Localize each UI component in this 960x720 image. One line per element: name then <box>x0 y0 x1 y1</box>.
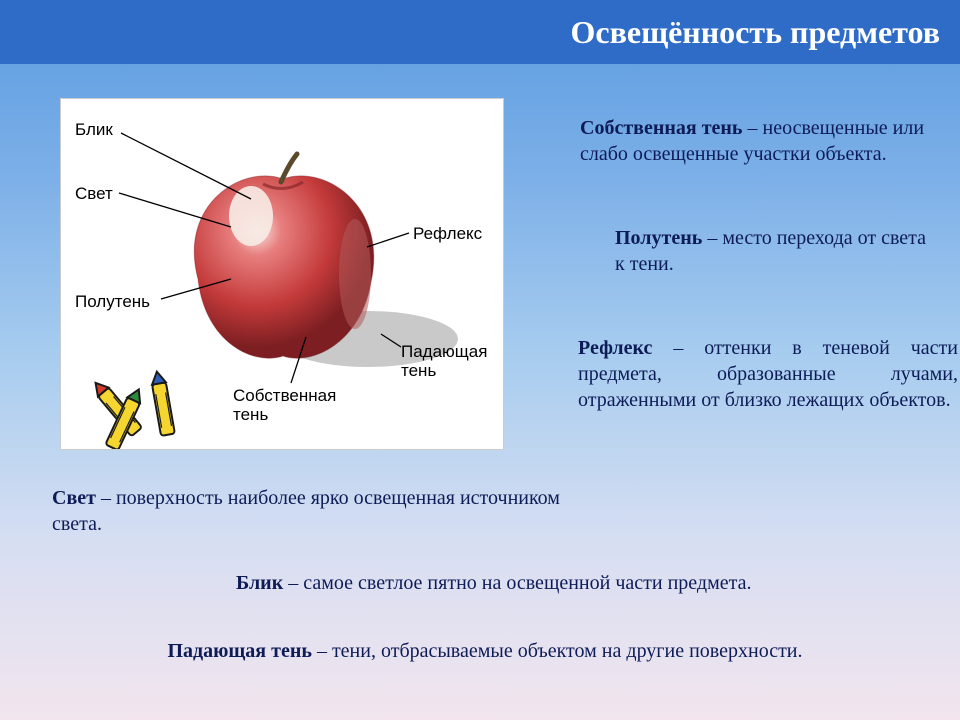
text-highlight: – самое светлое пятно на освещенной част… <box>283 572 751 594</box>
definition-light: Свет – поверхность наиболее ярко освещен… <box>52 485 562 537</box>
pointer-reflex <box>367 233 409 247</box>
apple-diagram: Блик Свет Полутень Собственнаятень Рефлекс Па… <box>60 98 504 450</box>
text-light: – поверхность наиболее ярко освещенная и… <box>52 487 560 535</box>
label-padten: Падающаятень <box>401 342 487 380</box>
label-blik: Блик <box>75 120 113 139</box>
term-penumbra: Полутень <box>615 227 702 249</box>
definition-cast-shadow: Падающая тень – тени, отбрасываемые объе… <box>145 638 825 664</box>
definition-reflex: Рефлекс – оттенки в теневой части предме… <box>578 335 958 413</box>
pointer-blik <box>121 133 251 199</box>
text-cast-shadow: – тени, отбрасываемые объектом на другие… <box>312 640 803 662</box>
label-poluten: Полутень <box>75 292 150 311</box>
term-reflex: Рефлекс <box>578 337 652 359</box>
definition-highlight: Блик – самое светлое пятно на освещенной… <box>236 570 876 596</box>
term-own-shadow: Собственная тень <box>580 117 743 139</box>
term-light: Свет <box>52 487 96 509</box>
term-cast-shadow: Падающая тень <box>167 640 311 662</box>
definition-penumbra: Полутень – место перехода от света к тен… <box>615 225 935 277</box>
label-reflex: Рефлекс <box>413 224 483 243</box>
term-highlight: Блик <box>236 572 283 594</box>
slide: Освещённость предметов Блик Свет Полутень С… <box>0 0 960 720</box>
page-title: Освещённость предметов <box>571 14 941 51</box>
title-bar: Освещённость предметов <box>0 0 960 64</box>
label-sobstv: Собственнаятень <box>233 386 336 424</box>
definition-own-shadow: Собственная тень – неосвещенные или слаб… <box>580 115 950 167</box>
label-svet: Свет <box>75 184 113 203</box>
